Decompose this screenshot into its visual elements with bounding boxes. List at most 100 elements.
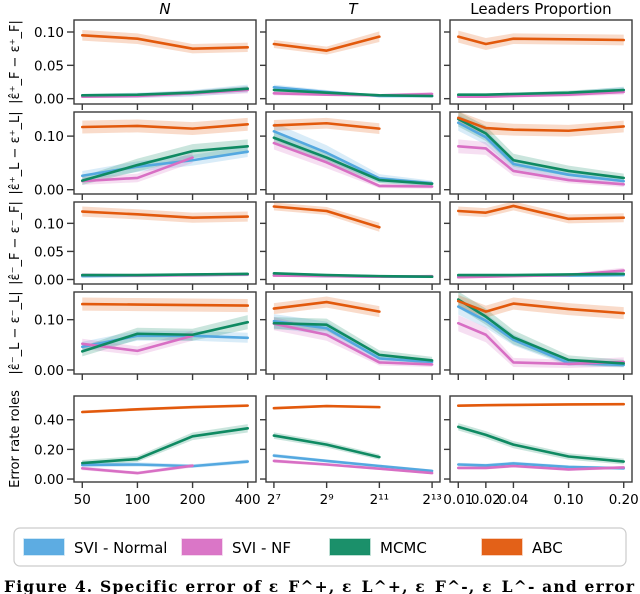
- figure-caption: Figure 4. Specific error of ε_F^+, ε_L^+…: [4, 577, 640, 594]
- panel-eps_F_plus-T: [265, 19, 441, 110]
- panel-content: [456, 402, 626, 471]
- panel-content: [272, 404, 434, 475]
- line-ABC: [272, 121, 381, 130]
- legend-box: [13, 527, 627, 567]
- y-tick-label-eps_F_plus-0: 0.00: [34, 92, 64, 108]
- line-MCMC: [80, 87, 250, 97]
- line-SVINormal: [80, 460, 250, 468]
- y-tick-label-eps_F_plus-1: 0.05: [34, 58, 64, 74]
- panel-eps_L_minus-leaders: [449, 291, 633, 380]
- line-ABC: [80, 210, 250, 220]
- panel-frame: [265, 395, 441, 483]
- line-ABC: [456, 204, 626, 221]
- legend-label-svi_normal: SVI - Normal: [74, 539, 167, 557]
- panel-frame: [449, 201, 633, 285]
- line-SVINF: [272, 459, 434, 475]
- panel-eps_L_plus-leaders: [449, 111, 633, 200]
- line-ABC: [272, 404, 381, 410]
- panel-frame: [73, 111, 257, 195]
- x-tick-label-N-1: 100: [125, 492, 151, 508]
- panel-eps_F_plus-leaders: [449, 19, 633, 110]
- band-ABC: [273, 117, 380, 134]
- y-tick-label-error_rate-1: 0.20: [34, 442, 64, 458]
- y-axis-label-error_rate: Error rate roles: [8, 390, 23, 488]
- band-ABC: [82, 30, 248, 54]
- x-tick-label-T-3: 2¹³: [422, 492, 441, 508]
- y-tick-label-eps_L_minus-1: 0.10: [34, 313, 64, 329]
- panel-frame: [449, 111, 633, 195]
- line-MCMC: [456, 88, 626, 96]
- legend-swatch-svi_normal: [23, 538, 65, 556]
- panel-frame: [449, 291, 633, 375]
- line-MCMC: [80, 427, 250, 465]
- band-MCMC: [82, 424, 248, 466]
- caption-text: Figure 4. Specific error of ε_F^+, ε_L^+…: [4, 577, 640, 594]
- line-MCMC: [80, 320, 250, 353]
- band-ABC: [273, 31, 380, 55]
- line-SVINF: [456, 145, 626, 186]
- panel-eps_L_minus-N: [73, 291, 257, 380]
- line-SVINF: [272, 322, 434, 366]
- y-tick-label-error_rate-2: 0.40: [34, 413, 64, 429]
- band-ABC: [273, 296, 380, 318]
- panel-content: [272, 117, 434, 189]
- y-tick-label-eps_F_minus-0: 0.00: [34, 273, 64, 289]
- y-axis-label-eps_F_plus: |ε̂⁺_F − ε⁺_F|: [8, 20, 23, 104]
- x-tick-label-leaders-3: 0.10: [554, 492, 584, 508]
- y-tick-label-eps_L_minus-0: 0.00: [34, 363, 64, 379]
- panel-frame: [265, 19, 441, 105]
- panel-content: [272, 202, 434, 278]
- line-SVINormal: [80, 150, 250, 178]
- legend-label-abc: ABC: [532, 539, 563, 557]
- y-axis-label-eps_L_minus: |ε̂⁻_L − ε⁻_L|: [8, 291, 23, 374]
- legend-swatch-svi_nf: [181, 538, 223, 556]
- panel-frame: [73, 291, 257, 375]
- line-ABC: [80, 404, 250, 414]
- y-tick-label-eps_F_minus-2: 0.10: [34, 216, 64, 232]
- legend-swatch-mcmc: [329, 538, 371, 556]
- panel-content: [80, 30, 250, 98]
- line-MCMC: [80, 145, 250, 182]
- band-SVINF: [82, 330, 193, 356]
- y-tick-label-eps_F_plus-2: 0.10: [34, 25, 64, 41]
- line-MCMC: [456, 298, 626, 365]
- line-SVINF: [272, 141, 434, 188]
- panel-eps_L_plus-N: [73, 111, 257, 200]
- panel-frame: [449, 19, 633, 105]
- legend-item-svi_normal[interactable]: SVI - Normal: [23, 538, 167, 557]
- line-ABC: [80, 123, 250, 130]
- band-SVINF: [273, 317, 433, 367]
- line-ABC: [456, 299, 626, 315]
- band-ABC: [458, 30, 624, 50]
- column-title-T: T: [348, 0, 359, 18]
- panel-frame: [73, 19, 257, 105]
- x-tick-label-N-3: 400: [235, 492, 261, 508]
- panel-frame: [265, 201, 441, 285]
- line-ABC: [80, 34, 250, 50]
- panel-content: [80, 206, 250, 278]
- panel-eps_L_minus-T: [265, 291, 441, 380]
- x-tick-label-T-2: 2¹¹: [370, 492, 389, 508]
- panel-frame: [265, 291, 441, 375]
- panel-content: [456, 30, 626, 98]
- line-ABC: [456, 35, 626, 46]
- y-tick-label-eps_L_plus-0: 0.00: [34, 183, 64, 199]
- panel-eps_F_plus-N: [73, 19, 257, 110]
- legend-item-abc[interactable]: ABC: [481, 538, 563, 557]
- legend-label-svi_nf: SVI - NF: [232, 539, 291, 557]
- line-ABC: [80, 302, 250, 307]
- legend-label-mcmc: MCMC: [380, 539, 427, 557]
- panel-content: [80, 404, 250, 475]
- panel-frame: [265, 111, 441, 195]
- legend-item-mcmc[interactable]: MCMC: [329, 538, 427, 557]
- line-MCMC: [272, 88, 434, 98]
- y-tick-label-eps_F_minus-1: 0.05: [34, 244, 64, 260]
- legend-item-svi_nf[interactable]: SVI - NF: [181, 538, 291, 557]
- line-MCMC: [80, 272, 250, 277]
- panel-frame: [73, 395, 257, 483]
- line-SVINF: [80, 464, 194, 475]
- band-ABC: [82, 206, 248, 223]
- line-MCMC: [272, 321, 434, 362]
- x-tick-label-T-0: 2⁷: [267, 492, 281, 508]
